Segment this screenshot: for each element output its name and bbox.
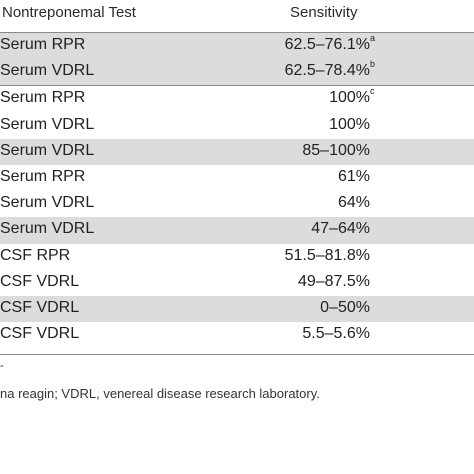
table-row: Serum VDRL 64% [0,191,474,217]
row-sensitivity: 85–100% [302,141,370,159]
table-row: Serum VDRL 85–100% [0,138,474,165]
table-row: CSF RPR 51.5–81.8% [0,244,474,270]
table-row: CSF VDRL 0–50% [0,295,474,323]
row-test: CSF RPR [0,246,71,264]
row-sensitivity: 62.5–76.1% [284,36,370,53]
row-test: CSF VDRL [0,272,80,290]
table-row: Serum VDRL 47–64% [0,217,474,244]
table-row: CSF VDRL 5.5–5.6% [0,322,474,348]
row-sensitivity: 49–87.5% [297,272,370,290]
footnote-dash: - [0,360,4,372]
row-sensitivity: 61% [337,167,370,185]
row-test: CSF VDRL [0,298,80,316]
row-footnote-mark: a [370,33,376,43]
row-footnote-mark: c [370,86,375,97]
table-row: Serum RPR 62.5–76.1% a [0,33,474,60]
row-sensitivity: 100% [329,115,370,133]
table-bottom-rule [0,354,474,355]
table-row: Serum VDRL 100% [0,113,474,139]
footnote-text: na reagin; VDRL, venereal disease resear… [0,386,320,401]
table-body: Serum RPR 62.5–76.1% a Serum VDRL 62.5–7… [0,33,474,348]
row-sensitivity: 100% [329,89,370,107]
table-row: CSF VDRL 49–87.5% [0,270,474,296]
row-test: Serum VDRL [0,194,95,212]
row-test: Serum VDRL [0,141,95,159]
table-row: Serum RPR 61% [0,165,474,191]
row-test: Serum RPR [0,89,86,107]
table-header: Nontreponemal Test Sensitivity [0,0,474,33]
row-test: Serum RPR [0,167,86,185]
row-test: Serum VDRL [0,115,95,133]
row-test: Serum VDRL [0,62,95,80]
row-sensitivity: 0–50% [320,298,370,316]
row-test: Serum VDRL [0,220,95,238]
row-sensitivity: 51.5–81.8% [284,246,370,264]
row-test: CSF VDRL [0,325,80,343]
header-sensitivity: Sensitivity [290,4,358,21]
row-sensitivity: 47–64% [311,220,370,238]
table-row: Serum RPR 100% c [0,85,474,112]
row-test: Serum RPR [0,36,86,53]
row-sensitivity: 5.5–5.6% [302,325,370,343]
header-test: Nontreponemal Test [2,4,136,21]
row-sensitivity: 64% [337,194,370,212]
row-footnote-mark: b [370,59,376,70]
table-row: Serum VDRL 62.5–78.4% b [0,59,474,86]
row-sensitivity: 62.5–78.4% [284,62,370,80]
